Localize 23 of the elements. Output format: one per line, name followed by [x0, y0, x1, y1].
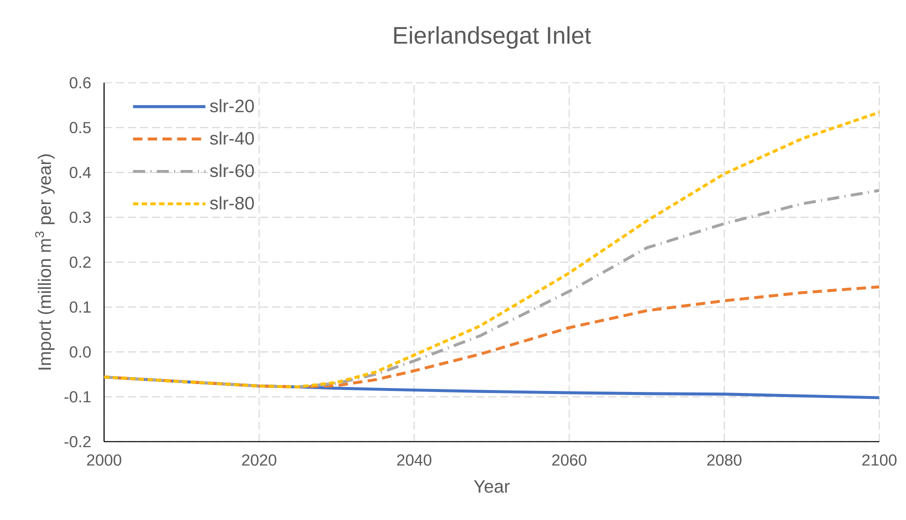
chart-title: Eierlandsegat Inlet [394, 26, 591, 48]
legend-label: slr-20 [210, 98, 254, 112]
y-tick-label: 0.2 [70, 256, 91, 268]
x-tick-label: 2100 [862, 454, 897, 466]
line-series [104, 110, 880, 388]
x-tick-label: 2040 [397, 454, 432, 466]
x-axis-title: Year [474, 480, 510, 493]
y-tick-label: 0.3 [70, 211, 91, 223]
x-tick-label: 2060 [552, 454, 586, 466]
y-tick-label: 0.4 [70, 166, 91, 178]
legend-label: slr-60 [210, 164, 254, 177]
y-axis-title: Import (million m$^{3}$ per year) [35, 154, 55, 370]
y-tick-label: 0.6 [70, 76, 91, 88]
y-tick-label: 0.0 [70, 346, 91, 358]
legend-label: slr-80 [210, 196, 254, 210]
legend-label: slr-40 [210, 131, 254, 145]
y-tick-label: 0.1 [70, 301, 91, 313]
y-tick-label: -0.1 [64, 390, 91, 402]
y-tick-label: -0.2 [64, 436, 91, 448]
x-tick-label: 2080 [707, 454, 742, 466]
x-tick-label: 2020 [242, 454, 276, 466]
x-tick-label: 2000 [87, 454, 122, 466]
y-tick-label: 0.5 [70, 122, 91, 134]
